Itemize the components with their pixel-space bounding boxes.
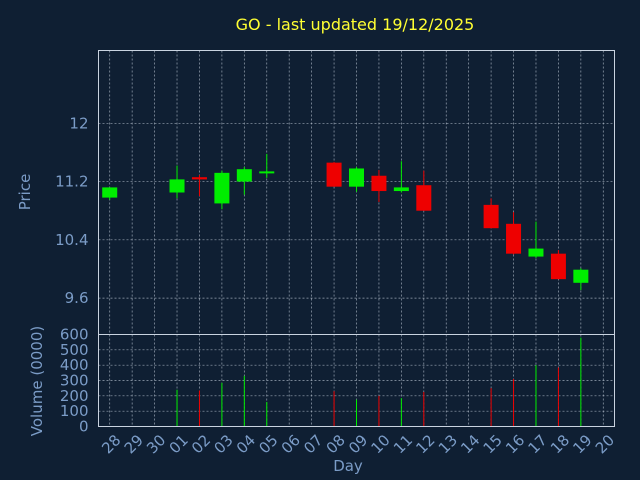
- candle-10: [371, 169, 387, 202]
- price-axis-label: Price: [16, 174, 34, 211]
- candle-body: [573, 269, 589, 283]
- candle-09: [349, 167, 364, 192]
- price-y-tick-label: 10.4: [55, 231, 88, 249]
- candle-15: [483, 198, 499, 229]
- candle-16: [506, 212, 522, 255]
- candle-03: [214, 170, 230, 210]
- candle-body: [191, 177, 207, 180]
- volume-axis-label: Volume (0000): [28, 326, 46, 436]
- candle-05: [259, 153, 275, 178]
- candle-02: [191, 175, 207, 197]
- candle-28: [102, 187, 118, 200]
- candle-08: [326, 161, 342, 187]
- candle-body: [528, 248, 544, 257]
- day-axis-label: Day: [333, 457, 363, 475]
- candle-body: [483, 204, 499, 229]
- day-tick-label: 20: [592, 431, 618, 457]
- candle-body: [393, 187, 409, 192]
- candle-body: [259, 171, 275, 174]
- candle-body: [326, 162, 342, 187]
- candle-body: [214, 172, 230, 204]
- price-y-tick-label: 12: [69, 114, 88, 132]
- candle-11: [393, 161, 409, 193]
- candle-12: [416, 170, 432, 211]
- volume-y-tick-label: 600: [60, 326, 89, 344]
- price-y-tick-label: 9.6: [65, 289, 89, 307]
- candle-body: [102, 187, 118, 198]
- volume-y-tick-label: 200: [60, 387, 89, 405]
- volume-bars: [176, 337, 582, 427]
- volume-y-tick-label: 100: [60, 402, 89, 420]
- volume-y-tick-label: 300: [60, 372, 89, 390]
- candle-01: [169, 165, 185, 199]
- candle-19: [573, 268, 589, 291]
- candle-04: [236, 167, 252, 195]
- candle-body: [236, 169, 252, 182]
- candle-body: [349, 168, 364, 187]
- candle-body: [169, 179, 185, 193]
- volume-panel-frame: [98, 334, 615, 427]
- candle-body: [550, 253, 566, 280]
- price-y-tick-label: 11.2: [55, 173, 88, 191]
- volume-y-tick-label: 0: [79, 418, 89, 436]
- candlesticks: [102, 153, 589, 291]
- candle-body: [506, 223, 522, 254]
- candle-body: [416, 185, 432, 211]
- day-tick-labels: 2829300102030405060708091011121314151617…: [98, 431, 618, 457]
- candle-body: [371, 175, 387, 192]
- volume-y-tick-label: 500: [60, 341, 89, 359]
- volume-y-tick-label: 400: [60, 356, 89, 374]
- candle-18: [550, 250, 566, 280]
- price-y-tick-labels: 9.6 10.4 11.2 12: [55, 114, 88, 307]
- chart-title: GO - last updated 19/12/2025: [236, 15, 475, 34]
- candle-17: [528, 221, 544, 259]
